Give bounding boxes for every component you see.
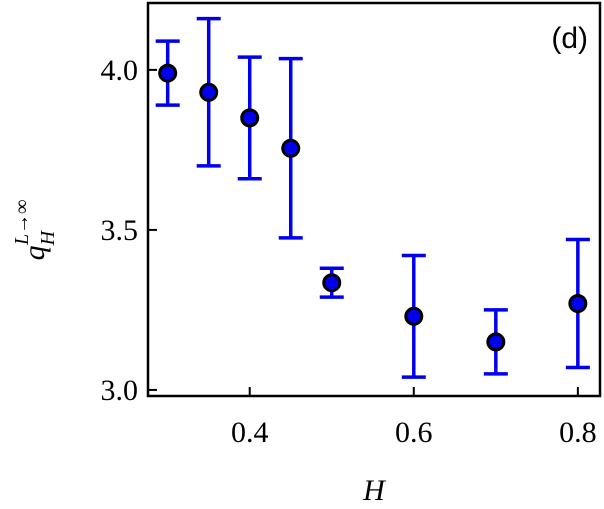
y-tick-label: 3.5 [101, 214, 139, 247]
plot-frame [146, 1, 602, 398]
y-axis-label: qHL→∞ [11, 200, 59, 261]
point [281, 138, 301, 158]
x-tick-label: 0.4 [231, 416, 269, 449]
point [486, 332, 506, 352]
point [199, 82, 219, 102]
y-label-base: q [18, 245, 51, 260]
panel-label: (d) [551, 22, 588, 55]
x-tick-label: 0.6 [395, 416, 433, 449]
x-tick-label: 0.8 [559, 416, 597, 449]
y-label-sup: L→∞ [11, 200, 33, 246]
x-axis-label: H [362, 474, 387, 507]
y-tick-label: 3.0 [101, 374, 139, 407]
point [568, 294, 588, 314]
y-label-sub: H [37, 229, 59, 246]
y-tick-label: 4.0 [101, 54, 139, 87]
point [404, 306, 424, 326]
point [158, 63, 178, 83]
point [322, 273, 342, 293]
point [240, 108, 260, 128]
